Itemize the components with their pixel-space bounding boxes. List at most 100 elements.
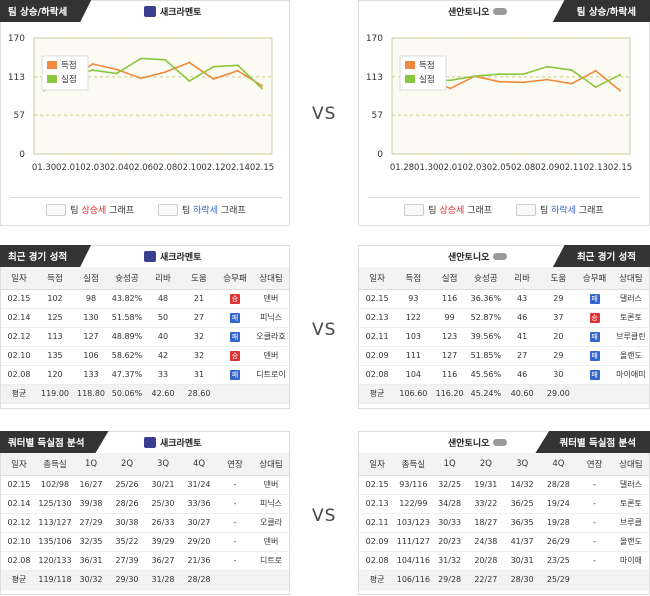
table-cell: 승: [217, 289, 253, 309]
table-cell: 122/99: [395, 494, 432, 514]
table-row: 02.08 120/133 36/31 27/39 36/27 21/36- 디트로: [1, 551, 289, 571]
kings-logo-icon: [144, 437, 156, 448]
table-row: 02.15 102 98 43.82% 48 21 승 덴버: [1, 289, 289, 309]
data-point: [91, 62, 94, 65]
table-cell: 30/21: [145, 475, 181, 495]
table-cell: 25/29: [540, 570, 577, 590]
column-header: 리바: [145, 267, 181, 290]
table-cell: -: [217, 475, 253, 495]
table-cell: 02.13: [359, 494, 396, 514]
x-tick-label: 02.09: [535, 163, 559, 173]
fall-graph-icon: [158, 204, 178, 217]
table-cell: 패: [217, 365, 253, 385]
table-cell: 120/133: [37, 551, 73, 571]
table-cell: 16/27: [73, 475, 109, 495]
table-cell: [612, 384, 649, 404]
loss-badge: 패: [589, 350, 600, 361]
column-header: 상대팀: [253, 453, 289, 476]
win-badge: 승: [589, 312, 600, 323]
column-header: 3Q: [504, 453, 541, 476]
column-header: 총득실: [395, 453, 432, 476]
table-cell: 116: [431, 289, 468, 309]
column-header: 승무패: [217, 267, 253, 290]
table-cell: 27: [181, 308, 217, 328]
recent-title-left: 최근 경기 성적: [0, 245, 92, 267]
table-row: 02.15 93/116 32/25 19/31 14/32 28/28- 댈러스: [359, 475, 649, 495]
data-point: [139, 57, 142, 60]
data-point: [497, 80, 500, 83]
table-row: 02.09 111/127 20/23 24/38 41/37 26/29- 올랜도: [359, 532, 649, 552]
table-cell: 42: [145, 346, 181, 366]
table-cell: 48: [145, 289, 181, 309]
kings-logo-icon: [144, 6, 156, 17]
table-cell: 133: [73, 365, 109, 385]
table-cell: 125: [37, 308, 73, 328]
legend-label: 득점: [419, 60, 435, 71]
table-cell: [576, 570, 613, 590]
average-row: 평균 119/118 30/32 29/30 31/28 28/28: [1, 570, 289, 590]
table-cell: 패: [217, 327, 253, 347]
table-cell: 30/32: [73, 570, 109, 590]
team-name-left-recent: 새크라멘토: [144, 250, 201, 263]
table-cell: 27: [504, 346, 541, 366]
table-cell: -: [217, 494, 253, 514]
data-point: [261, 87, 263, 90]
table-cell: 02.15: [359, 289, 396, 309]
legend-swatch: [405, 61, 415, 69]
table-cell: 127: [73, 327, 109, 347]
y-tick-label: 0: [19, 150, 25, 160]
x-tick-label: 02.04: [104, 163, 128, 173]
table-cell: 02.15: [1, 475, 37, 495]
table-row: 02.08 104 116 45.56% 46 30 패 마이애미: [359, 365, 649, 385]
table-cell: 평균: [1, 384, 37, 404]
team-name-left-quarter: 새크라멘토: [144, 436, 201, 449]
team-label: 샌안토니오: [448, 8, 490, 18]
win-badge: 승: [230, 350, 240, 361]
data-point: [473, 75, 476, 78]
quarter-panel-right: 일자 총득실 1Q 2Q 3Q 4Q 연장 상대팀 02.15 93/116 32/25 19/31 1…: [358, 431, 650, 595]
quarter-table-right: 일자 총득실 1Q 2Q 3Q 4Q 연장 상대팀 02.15 93/116 32/25 19/31 1…: [359, 453, 649, 590]
recent-header-left: 최근 경기 성적: [0, 245, 92, 267]
table-cell: 41/37: [504, 532, 541, 552]
x-tick-label: 01.30: [414, 163, 438, 173]
table-cell: 02.14: [1, 308, 37, 328]
table-cell: 02.08: [359, 365, 396, 385]
table-cell: [253, 570, 289, 590]
column-header: 득점: [395, 267, 432, 290]
table-cell: 02.11: [359, 513, 396, 533]
table-cell: 28/26: [109, 494, 145, 514]
column-header: 연장: [217, 453, 253, 476]
table-cell: 패: [576, 346, 613, 366]
table-cell: 36/25: [504, 494, 541, 514]
team-label: 새크라멘토: [160, 8, 202, 18]
table-cell: 디트로: [253, 551, 289, 571]
table-cell: 119/118: [37, 570, 73, 590]
x-tick-label: 02.10: [177, 163, 201, 173]
table-cell: 113/127: [37, 513, 73, 533]
data-point: [261, 84, 263, 87]
table-cell: 50: [145, 308, 181, 328]
table-cell: [576, 384, 613, 404]
table-cell: 48.89%: [109, 327, 145, 347]
table-cell: 31: [181, 365, 217, 385]
legend-swatch: [405, 75, 415, 83]
win-badge: 승: [230, 293, 240, 304]
table-cell: 123: [431, 327, 468, 347]
data-point: [497, 73, 500, 76]
column-header: 일자: [1, 267, 37, 290]
data-point: [619, 89, 621, 92]
table-cell: 29.00: [540, 384, 577, 404]
table-cell: 02.12: [1, 513, 37, 533]
kings-logo-icon: [144, 251, 156, 262]
legend-swatch: [47, 61, 57, 69]
table-cell: -: [576, 494, 613, 514]
table-cell: 승: [576, 308, 613, 328]
table-cell: 02.10: [1, 532, 37, 552]
average-row: 평균 119.00 118.80 50.06% 42.60 28.60: [1, 384, 289, 404]
table-row: 02.10 135 106 58.62% 42 32 승 덴버: [1, 346, 289, 366]
table-cell: 21/36: [181, 551, 217, 571]
table-cell: 32: [181, 346, 217, 366]
table-cell: [253, 384, 289, 404]
column-header: 상대팀: [612, 453, 649, 476]
table-cell: 40: [145, 327, 181, 347]
